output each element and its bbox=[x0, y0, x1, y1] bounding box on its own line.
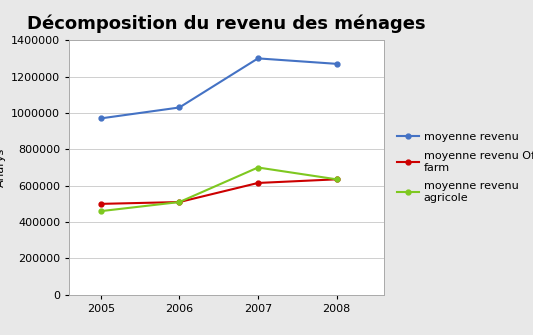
moyenne revenu bbox=[98, 116, 104, 120]
moyenne revenu
agricole bbox=[255, 165, 261, 170]
moyenne revenu Off
farm bbox=[255, 181, 261, 185]
Line: moyenne revenu: moyenne revenu bbox=[98, 56, 339, 121]
moyenne revenu
agricole bbox=[98, 209, 104, 213]
Line: moyenne revenu
agricole: moyenne revenu agricole bbox=[98, 165, 339, 214]
Title: Décomposition du revenu des ménages: Décomposition du revenu des ménages bbox=[27, 15, 426, 33]
moyenne revenu Off
farm bbox=[176, 200, 183, 204]
moyenne revenu bbox=[255, 56, 261, 60]
Line: moyenne revenu Off
farm: moyenne revenu Off farm bbox=[98, 177, 339, 206]
moyenne revenu Off
farm bbox=[98, 202, 104, 206]
Legend: moyenne revenu, moyenne revenu Off
farm, moyenne revenu
agricole: moyenne revenu, moyenne revenu Off farm,… bbox=[392, 128, 533, 207]
moyenne revenu
agricole bbox=[176, 200, 183, 204]
Y-axis label: Ariarys: Ariarys bbox=[0, 148, 5, 187]
moyenne revenu bbox=[176, 106, 183, 110]
moyenne revenu bbox=[334, 62, 340, 66]
moyenne revenu
agricole bbox=[334, 177, 340, 181]
moyenne revenu Off
farm bbox=[334, 177, 340, 181]
